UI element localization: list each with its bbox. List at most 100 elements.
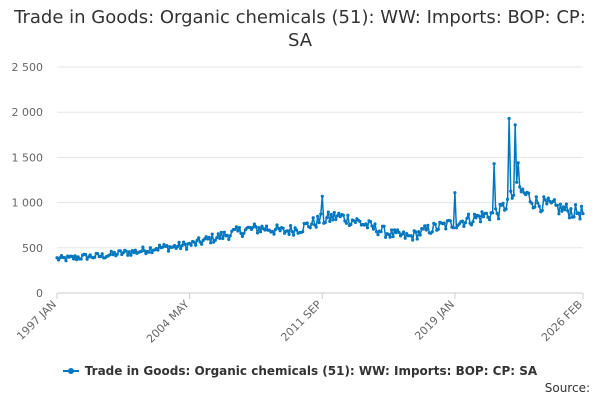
- data-point[interactable]: [183, 242, 187, 246]
- data-point[interactable]: [465, 216, 469, 220]
- data-point[interactable]: [513, 123, 517, 127]
- data-point[interactable]: [273, 227, 278, 232]
- data-point[interactable]: [129, 253, 133, 257]
- legend-item[interactable]: Trade in Goods: Organic chemicals (51): …: [62, 364, 537, 378]
- data-point[interactable]: [278, 229, 282, 233]
- data-point[interactable]: [478, 220, 483, 224]
- data-point[interactable]: [515, 180, 519, 184]
- data-point[interactable]: [540, 208, 544, 213]
- data-point[interactable]: [197, 236, 201, 240]
- data-point[interactable]: [516, 161, 520, 165]
- data-point[interactable]: [448, 219, 452, 223]
- data-point[interactable]: [236, 229, 240, 233]
- data-point[interactable]: [460, 219, 464, 223]
- data-point[interactable]: [239, 231, 243, 235]
- data-point[interactable]: [337, 211, 341, 215]
- data-point[interactable]: [109, 249, 113, 253]
- data-point[interactable]: [533, 205, 537, 209]
- data-point[interactable]: [204, 235, 208, 239]
- data-point[interactable]: [258, 230, 263, 234]
- data-point[interactable]: [314, 225, 318, 229]
- data-point[interactable]: [264, 224, 269, 228]
- data-point[interactable]: [331, 218, 335, 222]
- data-point[interactable]: [222, 230, 226, 234]
- data-point[interactable]: [323, 220, 327, 225]
- data-point[interactable]: [572, 215, 576, 219]
- data-point[interactable]: [433, 222, 437, 226]
- data-point[interactable]: [578, 217, 582, 221]
- data-point[interactable]: [510, 196, 514, 200]
- data-point[interactable]: [341, 213, 345, 217]
- data-point[interactable]: [62, 256, 67, 260]
- data-point[interactable]: [474, 216, 478, 220]
- data-point[interactable]: [148, 246, 152, 250]
- data-point[interactable]: [272, 232, 276, 236]
- data-point[interactable]: [289, 224, 293, 228]
- data-point[interactable]: [402, 230, 406, 234]
- data-point[interactable]: [491, 211, 495, 215]
- data-point[interactable]: [126, 253, 130, 257]
- data-point[interactable]: [305, 221, 309, 225]
- data-point[interactable]: [423, 224, 427, 228]
- data-point[interactable]: [179, 246, 183, 251]
- data-point[interactable]: [545, 202, 549, 206]
- data-point[interactable]: [524, 193, 528, 197]
- data-point[interactable]: [353, 220, 357, 224]
- data-point[interactable]: [480, 210, 484, 214]
- data-point[interactable]: [344, 221, 348, 225]
- data-point[interactable]: [543, 198, 547, 202]
- data-point[interactable]: [225, 233, 229, 237]
- source-label[interactable]: Source:: [544, 381, 590, 395]
- data-point[interactable]: [121, 251, 125, 255]
- data-point[interactable]: [252, 222, 256, 226]
- data-point[interactable]: [311, 216, 315, 220]
- data-point[interactable]: [254, 225, 258, 229]
- data-point[interactable]: [215, 236, 219, 240]
- data-point[interactable]: [477, 214, 481, 218]
- data-point[interactable]: [326, 210, 330, 214]
- data-point[interactable]: [257, 226, 261, 230]
- data-point[interactable]: [373, 222, 377, 226]
- data-point[interactable]: [270, 229, 275, 233]
- data-point[interactable]: [504, 207, 508, 211]
- data-point[interactable]: [194, 243, 198, 247]
- data-point[interactable]: [295, 228, 299, 232]
- data-point[interactable]: [563, 208, 567, 212]
- data-point[interactable]: [527, 191, 531, 195]
- data-point[interactable]: [207, 235, 211, 239]
- data-point[interactable]: [210, 232, 214, 236]
- data-point[interactable]: [519, 190, 523, 194]
- data-point[interactable]: [454, 226, 458, 230]
- data-point[interactable]: [463, 221, 467, 225]
- data-point[interactable]: [115, 252, 119, 256]
- data-point[interactable]: [139, 249, 143, 253]
- data-point[interactable]: [141, 245, 145, 249]
- data-point[interactable]: [349, 222, 353, 226]
- data-point[interactable]: [332, 210, 336, 215]
- data-point[interactable]: [384, 235, 388, 239]
- data-point[interactable]: [534, 195, 538, 199]
- data-point[interactable]: [189, 243, 193, 247]
- data-point[interactable]: [486, 215, 490, 219]
- data-point[interactable]: [237, 226, 241, 230]
- data-point[interactable]: [393, 228, 397, 232]
- data-point[interactable]: [185, 247, 189, 251]
- data-point[interactable]: [79, 257, 83, 261]
- data-point[interactable]: [328, 219, 332, 223]
- data-point[interactable]: [579, 204, 584, 208]
- data-point[interactable]: [421, 227, 425, 231]
- data-point[interactable]: [316, 214, 320, 218]
- data-point[interactable]: [418, 233, 422, 237]
- data-point[interactable]: [512, 193, 516, 197]
- data-point[interactable]: [150, 251, 154, 255]
- data-point[interactable]: [394, 231, 398, 235]
- data-point[interactable]: [488, 218, 492, 222]
- data-point[interactable]: [255, 231, 260, 235]
- data-point[interactable]: [370, 224, 374, 228]
- data-point[interactable]: [387, 232, 391, 237]
- data-point[interactable]: [471, 220, 475, 224]
- data-point[interactable]: [195, 238, 199, 242]
- data-point[interactable]: [124, 249, 128, 253]
- data-point[interactable]: [542, 195, 546, 199]
- data-point[interactable]: [397, 230, 401, 234]
